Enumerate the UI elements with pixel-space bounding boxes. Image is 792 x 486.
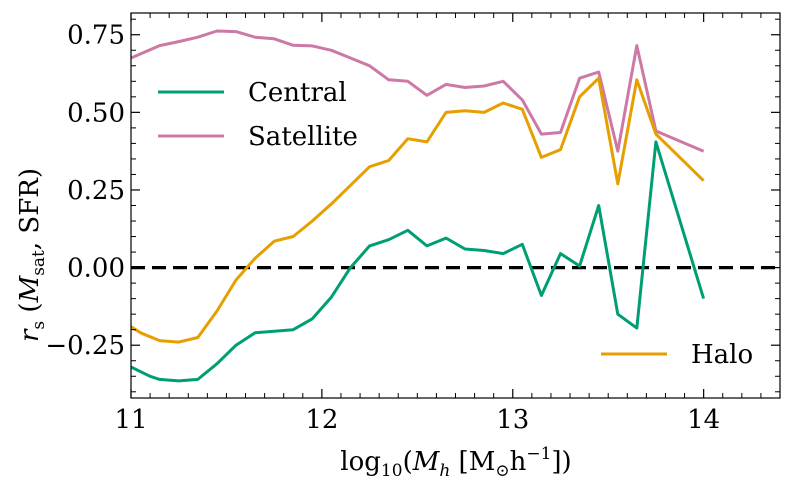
x-tick-label: 11 (114, 405, 147, 435)
y-tick-label: 0.00 (67, 254, 125, 284)
plot-area (130, 29, 780, 383)
y-tick-label: 0.75 (67, 21, 125, 51)
y-tick-label: 0.25 (67, 176, 125, 206)
legend: Central Satellite Halo (158, 78, 753, 370)
series-line-central (130, 140, 706, 383)
series-line-halo (130, 76, 705, 344)
legend-satellite-label: Satellite (248, 122, 358, 152)
y-tick-label: 0.50 (67, 98, 125, 128)
legend-central-label: Central (248, 78, 347, 108)
legend-halo-label: Halo (691, 340, 753, 370)
axis-labels: log10(Mh [M⊙h−1]) rs (Msat, SFR) (15, 168, 572, 481)
axes: 11 12 13 14 −0.25 0.00 0.25 0.50 0.75 (45, 12, 781, 435)
series-line-satellite (130, 29, 705, 153)
x-tick-label: 12 (305, 405, 338, 435)
y-axis-label: rs (Msat, SFR) (15, 168, 49, 342)
x-axis-label: log10(Mh [M⊙h−1]) (340, 444, 571, 481)
x-tick-label: 13 (496, 405, 529, 435)
x-tick-label: 14 (687, 405, 720, 435)
y-tick-label: −0.25 (45, 331, 125, 361)
